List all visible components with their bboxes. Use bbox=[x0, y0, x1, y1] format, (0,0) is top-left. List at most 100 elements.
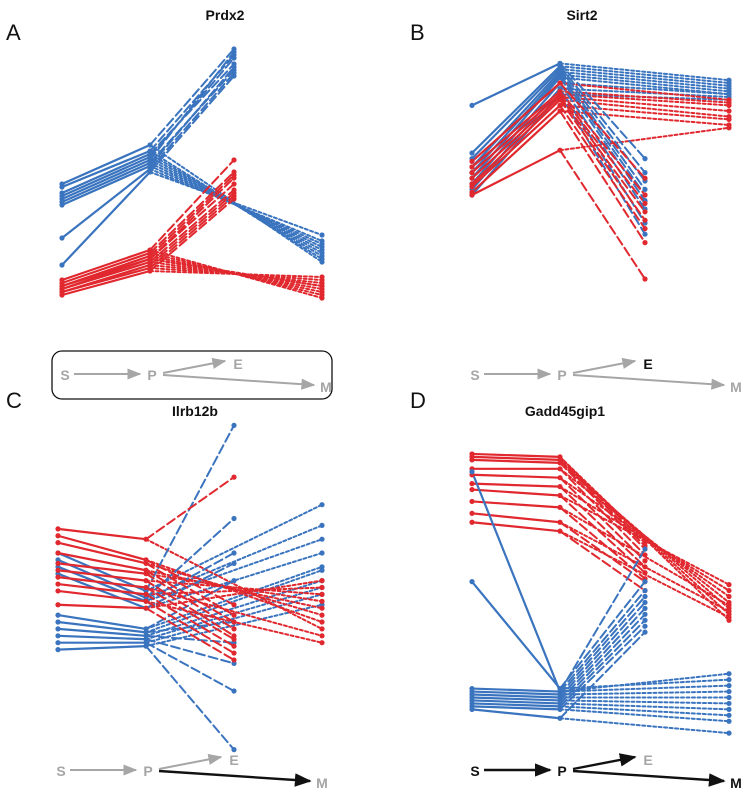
series-12-segment bbox=[145, 558, 235, 606]
series-14-point-M bbox=[726, 688, 732, 695]
series-17-segment bbox=[145, 586, 323, 637]
series-11-segment bbox=[56, 527, 148, 541]
series-6-segment bbox=[56, 620, 148, 634]
series-9-segment bbox=[149, 75, 235, 173]
series-2-segment bbox=[149, 54, 235, 152]
series-10-segment bbox=[470, 521, 562, 533]
series-9-point-E bbox=[642, 231, 648, 237]
series-11-point-E bbox=[642, 546, 648, 552]
series-13-point-S bbox=[469, 175, 475, 181]
series-15-segment bbox=[149, 261, 323, 287]
series-4-point-E bbox=[642, 552, 648, 558]
series-18-point-P bbox=[143, 591, 149, 598]
series-12-point-S bbox=[469, 579, 475, 585]
series-9-point-P bbox=[147, 169, 153, 175]
series-16-segment bbox=[470, 109, 562, 194]
series-16-point-P bbox=[557, 108, 563, 114]
series-points bbox=[59, 46, 325, 301]
series-20-point-S bbox=[55, 602, 61, 608]
series-3-segment bbox=[470, 67, 562, 160]
arrow-p-e bbox=[158, 753, 223, 770]
series-14-point-M bbox=[319, 605, 325, 611]
series-13-segment bbox=[470, 95, 562, 180]
series-13-point-M bbox=[319, 612, 325, 618]
series-13-point-M bbox=[726, 108, 732, 114]
series-12-segment bbox=[559, 678, 730, 690]
series-9-point-S bbox=[55, 640, 61, 646]
series-8-point-M bbox=[726, 602, 732, 609]
series-11-point-E bbox=[231, 474, 237, 480]
series-1-segment bbox=[559, 455, 646, 545]
series-19-segment bbox=[559, 708, 730, 723]
series-12-segment bbox=[470, 580, 562, 690]
series-7-point-S bbox=[55, 626, 61, 632]
series-18-point-M bbox=[319, 584, 325, 591]
series-11-point-S bbox=[55, 526, 61, 532]
series-20-point-P bbox=[557, 715, 563, 721]
series-14-segment bbox=[470, 690, 562, 696]
series-9-point-M bbox=[319, 232, 325, 238]
series-4-point-E bbox=[231, 55, 237, 61]
series-20-point-M bbox=[726, 730, 732, 736]
series-3-point-S bbox=[469, 457, 475, 463]
series-10-point-E bbox=[231, 157, 237, 163]
series-19-point-P bbox=[557, 706, 563, 712]
series-1-point-S bbox=[469, 102, 475, 108]
series-1-point-E bbox=[642, 156, 648, 162]
series-11-point-S bbox=[469, 164, 475, 170]
series-12-segment bbox=[470, 93, 562, 174]
series-18-point-E bbox=[231, 196, 237, 202]
series-15-segment bbox=[559, 601, 646, 699]
series-1-segment bbox=[149, 48, 235, 146]
arrow-p-m bbox=[572, 374, 726, 390]
series-8-segment bbox=[149, 72, 235, 170]
series-9-point-M bbox=[726, 608, 732, 614]
panel-a: A Prdx2 S P E M bbox=[6, 7, 333, 400]
diagram-label-e: E bbox=[643, 752, 652, 768]
series-17-point-E bbox=[231, 636, 237, 642]
series-3-segment bbox=[559, 68, 730, 87]
series-16-point-P bbox=[143, 578, 149, 584]
lineage-diagram: S P E M bbox=[56, 752, 328, 791]
series-20-point-E bbox=[642, 629, 648, 635]
series-2-segment bbox=[559, 458, 646, 548]
series-10-point-E bbox=[231, 747, 237, 753]
series-2-segment bbox=[145, 517, 235, 599]
diagram-label-s: S bbox=[470, 367, 479, 383]
series-16-segment bbox=[559, 607, 646, 702]
series-2-segment bbox=[56, 558, 148, 599]
series-12-point-E bbox=[642, 200, 648, 206]
series-lines bbox=[470, 452, 730, 735]
series-8-point-M bbox=[319, 238, 325, 244]
series-18-point-P bbox=[147, 268, 153, 274]
series-20-segment bbox=[145, 607, 235, 661]
series-14-point-E bbox=[231, 181, 237, 187]
series-15-segment bbox=[149, 189, 235, 263]
series-10-point-M bbox=[726, 614, 732, 620]
series-8-segment bbox=[60, 167, 152, 240]
series-7-segment bbox=[145, 634, 235, 644]
series-15-point-S bbox=[55, 560, 61, 566]
series-6-point-P bbox=[557, 484, 563, 490]
series-4-point-E bbox=[642, 186, 648, 192]
series-6-point-P bbox=[557, 74, 563, 80]
series-16-segment bbox=[559, 110, 646, 244]
series-7-point-E bbox=[231, 64, 237, 70]
series-20-point-M bbox=[319, 578, 325, 584]
series-14-point-E bbox=[642, 217, 648, 223]
lineage-diagram: S P E M bbox=[51, 350, 333, 400]
series-11-segment bbox=[149, 171, 235, 254]
panel-c: C Ilrb12b S P E M bbox=[6, 388, 328, 791]
series-18-segment bbox=[470, 702, 562, 708]
panel-title: Sirt2 bbox=[566, 7, 597, 23]
diagram-label-m: M bbox=[730, 775, 742, 791]
series-11-point-M bbox=[726, 671, 732, 677]
series-18-point-E bbox=[642, 617, 648, 623]
series-3-segment bbox=[470, 458, 562, 464]
series-13-segment bbox=[559, 96, 730, 112]
series-8-segment bbox=[559, 506, 730, 607]
series-6-segment bbox=[559, 485, 730, 592]
series-18-point-E bbox=[231, 643, 237, 649]
series-20-segment bbox=[559, 717, 730, 735]
series-17-segment bbox=[145, 586, 235, 641]
